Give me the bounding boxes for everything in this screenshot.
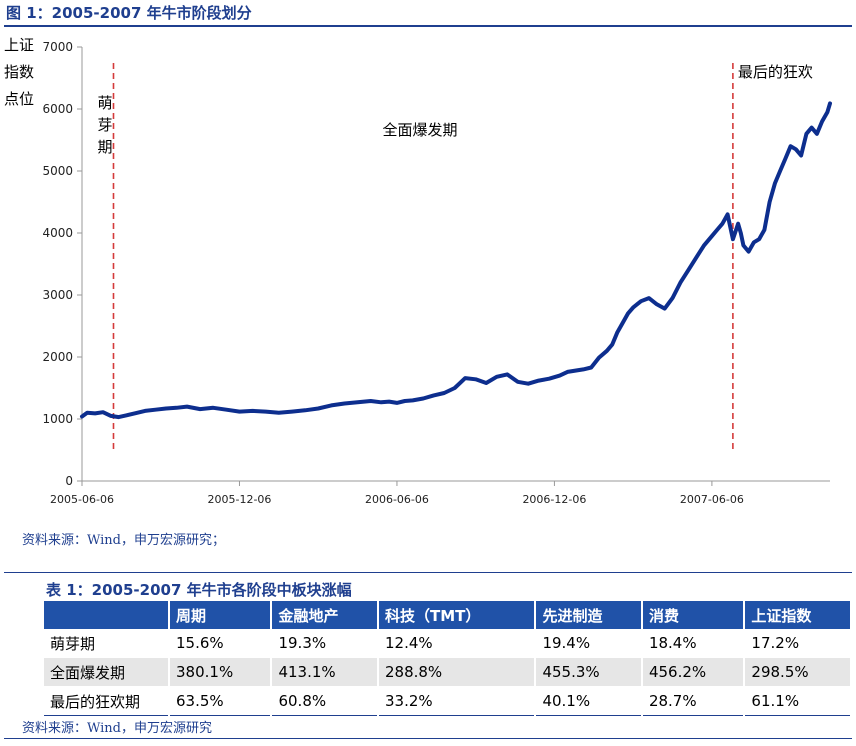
y-axis-label-line: 指数 <box>4 63 34 81</box>
row-label: 最后的狂欢期 <box>44 686 170 716</box>
figure-title: 图 1：2005-2007 年牛市阶段划分 <box>6 4 252 22</box>
phase-label-sprout: 萌芽期 <box>97 94 112 156</box>
y-tick-label: 7000 <box>42 40 73 54</box>
y-tick-label: 0 <box>65 474 73 488</box>
header-cell: 科技（TMT） <box>377 601 537 629</box>
table-cell: 456.2% <box>641 657 746 687</box>
table-row: 最后的狂欢期 63.5% 60.8% 33.2% 40.1% 28.7% 61.… <box>44 686 852 716</box>
table-cell: 413.1% <box>271 657 379 687</box>
header-cell: 金融地产 <box>271 601 379 629</box>
table-cell: 33.2% <box>377 686 537 716</box>
table-cell: 28.7% <box>641 686 746 716</box>
header-cell: 周期 <box>169 601 273 629</box>
table-cell: 60.8% <box>271 686 379 716</box>
y-tick-label: 3000 <box>42 288 73 302</box>
table-row: 全面爆发期 380.1% 413.1% 288.8% 455.3% 456.2%… <box>44 657 852 687</box>
y-tick-label: 1000 <box>42 412 73 426</box>
phase-label-boom: 全面爆发期 <box>382 121 457 139</box>
x-tick-label: 2006-12-06 <box>522 493 586 506</box>
table-cell: 380.1% <box>169 657 273 687</box>
header-cell: 先进制造 <box>535 601 643 629</box>
header-cell <box>44 601 170 629</box>
table-cell: 19.4% <box>535 629 643 658</box>
table-cell: 61.1% <box>744 686 852 716</box>
table-cell: 298.5% <box>744 657 852 687</box>
x-tick-label: 2006-06-06 <box>365 493 429 506</box>
x-tick-label: 2007-06-06 <box>680 493 744 506</box>
y-tick-label: 2000 <box>42 350 73 364</box>
table-cell: 63.5% <box>169 686 273 716</box>
table-header-row: 周期 金融地产 科技（TMT） 先进制造 消费 上证指数 <box>44 601 852 629</box>
table-cell: 18.4% <box>641 629 746 658</box>
title-rule <box>4 25 852 27</box>
header-cell: 消费 <box>641 601 746 629</box>
table-cell: 40.1% <box>535 686 643 716</box>
phase-label-frenzy: 最后的狂欢 <box>738 63 813 81</box>
table-cell: 17.2% <box>744 629 852 658</box>
table-row: 萌芽期 15.6% 19.3% 12.4% 19.4% 18.4% 17.2% <box>44 629 852 658</box>
chart-source: 资料来源：Wind，申万宏源研究； <box>22 533 225 548</box>
y-axis-label-line: 上证 <box>4 36 34 54</box>
table-source: 资料来源：Wind，申万宏源研究 <box>22 721 212 736</box>
x-tick-label: 2005-06-06 <box>50 493 114 506</box>
row-label: 全面爆发期 <box>44 657 170 687</box>
table-cell: 288.8% <box>377 657 537 687</box>
row-label: 萌芽期 <box>44 629 170 658</box>
y-axis-label-line: 点位 <box>4 90 34 108</box>
table-title: 表 1：2005-2007 年牛市各阶段中板块涨幅 <box>46 581 352 599</box>
table-cell: 455.3% <box>535 657 643 687</box>
table-cell: 12.4% <box>377 629 537 658</box>
table-cell: 15.6% <box>169 629 273 658</box>
header-cell: 上证指数 <box>744 601 852 629</box>
table-cell: 19.3% <box>271 629 379 658</box>
sector-gain-table: 周期 金融地产 科技（TMT） 先进制造 消费 上证指数 萌芽期 15.6% 1… <box>44 601 852 716</box>
x-tick-label: 2005-12-06 <box>208 493 272 506</box>
divider <box>4 738 852 739</box>
y-tick-label: 4000 <box>42 226 73 240</box>
y-tick-label: 5000 <box>42 164 73 178</box>
y-tick-label: 6000 <box>42 102 73 116</box>
divider <box>4 572 852 573</box>
series-line-shanghai-index <box>80 101 832 420</box>
